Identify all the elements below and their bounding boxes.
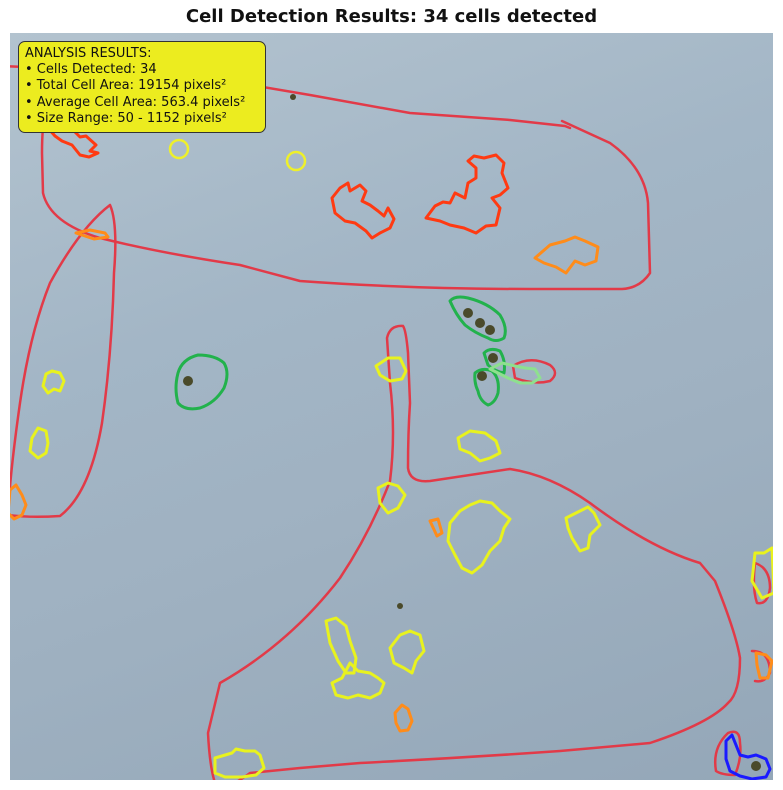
cell-contour xyxy=(428,517,444,538)
cell-contour xyxy=(564,505,602,553)
results-heading: ANALYSIS RESULTS: xyxy=(25,46,152,61)
contours-yellow xyxy=(28,138,773,779)
cell-contour xyxy=(374,356,408,383)
cell-contour xyxy=(448,295,507,342)
results-total-area: • Total Cell Area: 19154 pixels² xyxy=(25,78,227,94)
annotation-curve-mid xyxy=(511,359,557,384)
cell-speck xyxy=(397,603,403,609)
annotation-curves xyxy=(10,65,772,780)
detection-overlay xyxy=(10,65,773,780)
results-size-range: • Size Range: 50 - 1152 pixels² xyxy=(25,110,227,126)
cell-contour xyxy=(330,181,396,240)
cell-contour xyxy=(330,661,386,700)
analysis-results-box: ANALYSIS RESULTS: • Cells Detected: 34 •… xyxy=(18,41,266,134)
cell-contour xyxy=(168,138,190,160)
cell-contour xyxy=(28,426,50,460)
cell-contour xyxy=(285,150,307,172)
cell-contour xyxy=(750,546,773,600)
cell-contour xyxy=(376,481,407,515)
cell-contour xyxy=(10,483,28,521)
cell-contour xyxy=(174,353,229,411)
results-cells-detected: • Cells Detected: 34 xyxy=(25,62,157,78)
cell-specks xyxy=(183,94,761,771)
cell-speck xyxy=(183,376,193,386)
contours-green xyxy=(174,295,542,411)
cell-contour xyxy=(324,616,358,675)
cell-contour xyxy=(724,733,772,780)
cell-speck xyxy=(477,371,487,381)
cell-speck xyxy=(488,353,498,363)
annotation-curve-left xyxy=(10,203,117,519)
microscope-image-panel xyxy=(10,33,773,780)
cell-contour xyxy=(754,651,773,680)
cell-contour xyxy=(446,499,512,575)
cell-contour xyxy=(388,629,426,675)
cell-speck xyxy=(463,308,473,318)
cell-contour xyxy=(488,361,542,385)
cell-contour xyxy=(424,153,510,235)
contours-orange xyxy=(10,228,773,733)
cell-contour xyxy=(533,235,600,275)
page-title: Cell Detection Results: 34 cells detecte… xyxy=(185,6,598,27)
cell-contour xyxy=(456,429,502,463)
annotation-curve-bottom xyxy=(206,324,742,780)
cell-speck xyxy=(485,325,495,335)
contours-red xyxy=(46,123,510,240)
cell-contour xyxy=(393,703,414,733)
cell-speck xyxy=(290,94,296,100)
cell-contour xyxy=(41,369,66,395)
results-average-area: • Average Cell Area: 563.4 pixels² xyxy=(25,94,246,110)
cell-contour xyxy=(74,228,110,241)
cell-speck xyxy=(475,318,485,328)
cell-contour xyxy=(213,747,266,779)
contours-blue xyxy=(724,733,772,780)
cell-speck xyxy=(751,761,761,771)
